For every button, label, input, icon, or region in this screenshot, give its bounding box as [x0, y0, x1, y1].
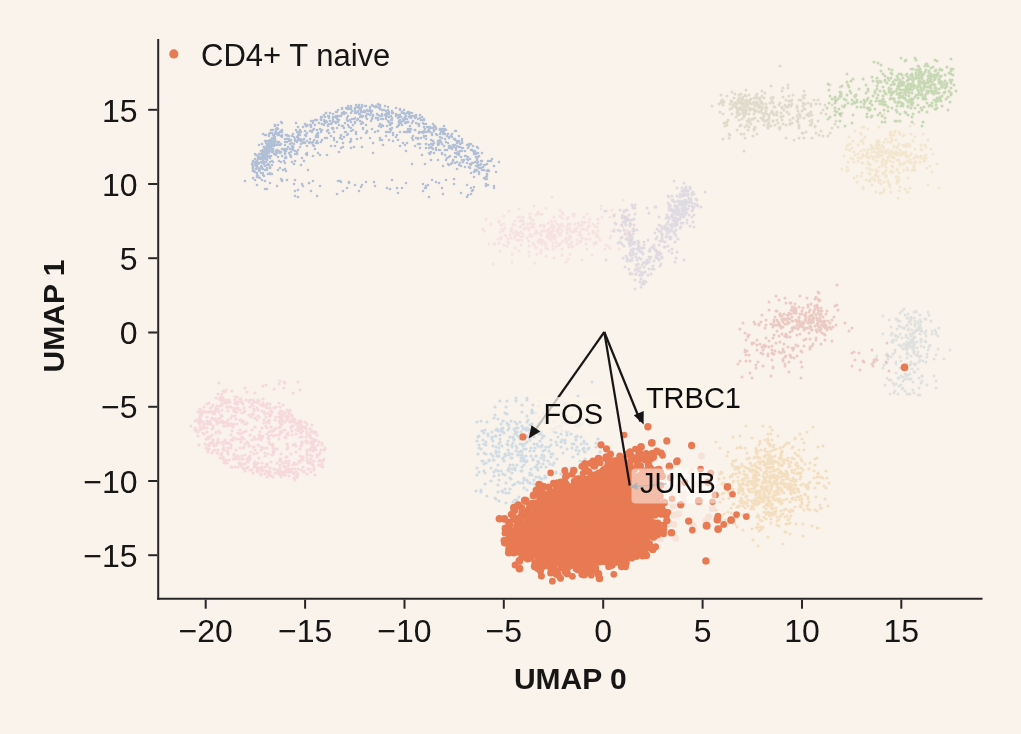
svg-text:5: 5 [694, 613, 712, 649]
svg-text:10: 10 [102, 167, 138, 203]
svg-text:−5: −5 [486, 613, 522, 649]
svg-text:15: 15 [102, 93, 138, 129]
svg-text:0: 0 [120, 315, 138, 351]
svg-text:UMAP 1: UMAP 1 [37, 260, 70, 373]
svg-text:15: 15 [884, 613, 920, 649]
svg-text:JUNB: JUNB [640, 467, 716, 499]
svg-text:5: 5 [120, 241, 138, 277]
svg-text:−5: −5 [101, 389, 137, 425]
svg-text:10: 10 [784, 613, 820, 649]
svg-text:CD4+ T naive: CD4+ T naive [201, 38, 390, 73]
svg-text:−15: −15 [278, 613, 332, 649]
svg-text:−20: −20 [179, 613, 233, 649]
svg-text:0: 0 [594, 613, 612, 649]
svg-text:TRBC1: TRBC1 [646, 382, 741, 414]
svg-text:UMAP 0: UMAP 0 [514, 662, 627, 695]
svg-text:−15: −15 [83, 538, 137, 574]
svg-text:−10: −10 [377, 613, 431, 649]
svg-text:−10: −10 [83, 464, 137, 500]
svg-text:FOS: FOS [543, 398, 603, 430]
